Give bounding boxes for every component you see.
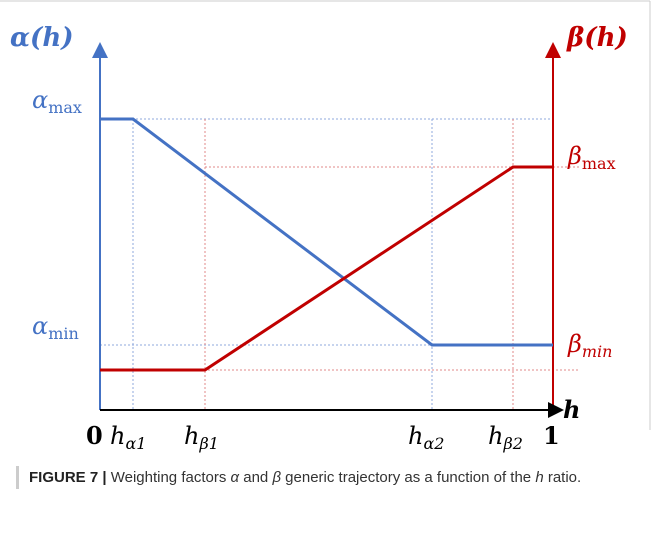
beta-min: βmin bbox=[567, 330, 612, 361]
caption-symbol: β bbox=[272, 469, 282, 486]
caption-text: generic trajectory as a function of the bbox=[281, 469, 536, 486]
label-part: h bbox=[110, 422, 125, 450]
label-part: α bbox=[10, 23, 30, 53]
caption-symbol: h bbox=[535, 469, 544, 486]
label-part: β bbox=[566, 23, 584, 53]
label-part: (h) bbox=[584, 23, 628, 53]
label-part: min bbox=[48, 324, 79, 343]
alpha-max: αmax bbox=[32, 86, 82, 117]
x-tick: hα1 bbox=[110, 422, 146, 453]
caption-text: ratio. bbox=[543, 469, 582, 486]
beta-max: βmax bbox=[567, 142, 616, 173]
x-axis-label: h bbox=[563, 395, 580, 424]
label-part: β1 bbox=[198, 434, 218, 453]
x-tick: hβ2 bbox=[488, 422, 523, 453]
guides bbox=[100, 118, 580, 410]
label-part: h bbox=[184, 422, 199, 450]
caption-label: FIGURE 7 | bbox=[29, 469, 107, 486]
alpha-curve bbox=[100, 117, 553, 347]
figure: α(h) β(h) h αmax αmin βmax βmin 0 hα1 hβ… bbox=[0, 0, 651, 453]
label-part: 0 bbox=[86, 421, 103, 450]
caption: FIGURE 7 | Weighting factors α and β gen… bbox=[16, 466, 629, 489]
label-part: (h) bbox=[30, 23, 74, 53]
label-part: h bbox=[408, 422, 423, 450]
label-part: min bbox=[582, 342, 613, 361]
alpha-min: αmin bbox=[32, 312, 79, 343]
caption-text: Weighting factors bbox=[106, 469, 231, 486]
x-tick: 1 bbox=[543, 421, 560, 450]
label-part: α1 bbox=[125, 434, 146, 453]
x-tick: hα2 bbox=[408, 422, 444, 453]
label-part: α bbox=[32, 86, 48, 114]
x-tick: 0 bbox=[86, 421, 103, 450]
y-right-label: β(h) bbox=[566, 23, 628, 53]
label-part: β2 bbox=[502, 434, 522, 453]
label-part: h bbox=[488, 422, 503, 450]
label-part: β bbox=[567, 142, 582, 170]
label-part: α2 bbox=[423, 434, 444, 453]
label-part: max bbox=[48, 98, 82, 117]
label-part: 1 bbox=[543, 421, 560, 450]
x-tick: hβ1 bbox=[184, 422, 219, 453]
caption-text: and bbox=[239, 469, 273, 486]
x-ticks: 0 hα1 hβ1 hα2 hβ2 1 bbox=[86, 421, 560, 453]
label-part: max bbox=[582, 154, 616, 173]
caption-symbol: α bbox=[230, 469, 240, 486]
label-part: β bbox=[567, 330, 582, 358]
y-left-label: α(h) bbox=[10, 23, 74, 53]
beta-curve bbox=[100, 165, 553, 372]
label-part: α bbox=[32, 312, 48, 340]
